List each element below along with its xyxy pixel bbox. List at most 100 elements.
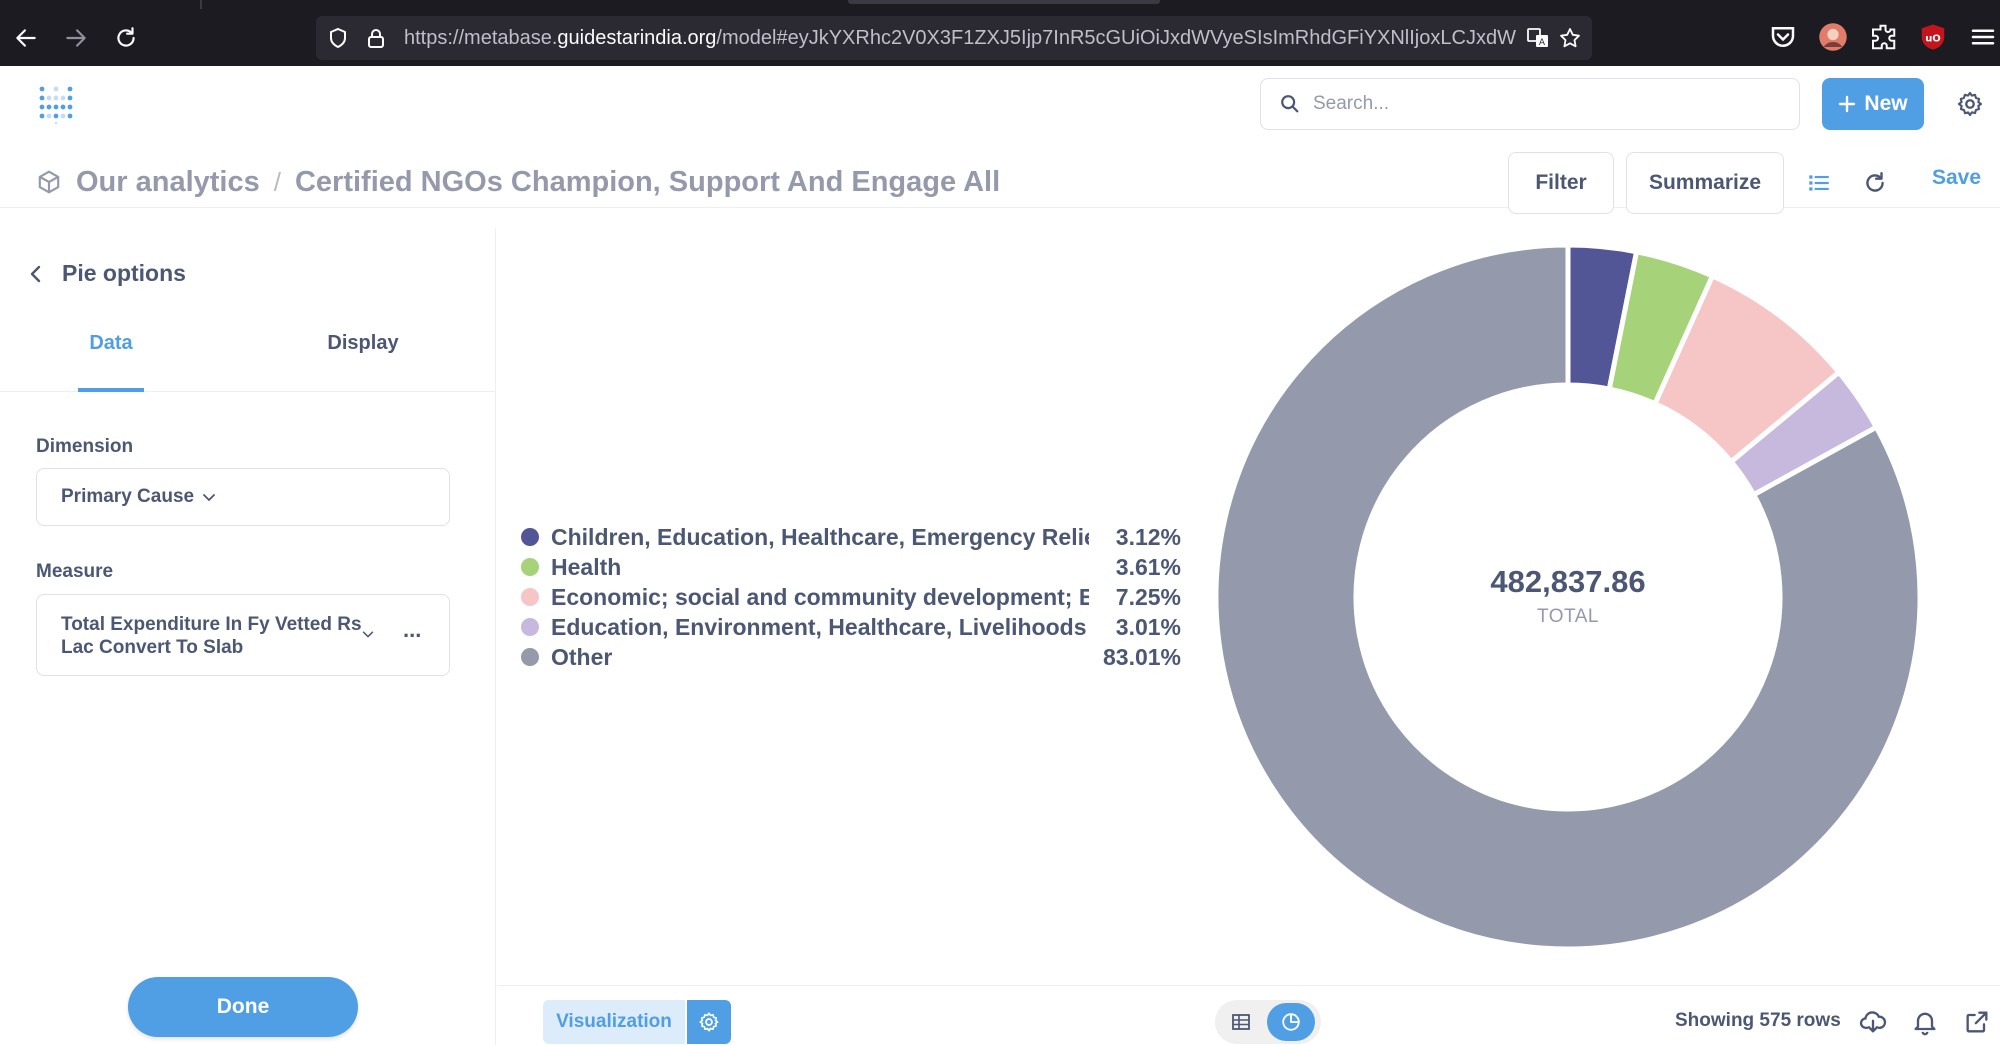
legend-percent: 3.12%	[1115, 523, 1181, 550]
app-header: New Our analytics / Certified NGOs Champ…	[0, 66, 2000, 214]
translate-icon[interactable]: A	[1526, 26, 1550, 50]
page-title[interactable]: Certified NGOs Champion, Support And Eng…	[294, 165, 1001, 198]
visualization-area: Children, Education, Healthcare, Emergen…	[497, 228, 2000, 985]
legend-swatch	[521, 528, 539, 546]
pie-chart-svg	[1213, 242, 1923, 952]
tab-display-label: Display	[327, 332, 399, 354]
sidebar-tabs: Data Display	[0, 332, 496, 392]
legend-percent: 3.61%	[1115, 553, 1181, 580]
browser-toolbar: https://metabase.guidestarindia.org/mode…	[0, 0, 2000, 66]
dimension-label: Dimension	[36, 436, 134, 457]
done-button-label: Done	[216, 995, 270, 1018]
plus-icon	[1839, 95, 1856, 113]
dimension-select[interactable]: Primary Cause	[36, 468, 450, 526]
query-footer: Visualization Showing 575 rows	[497, 985, 2000, 1045]
measure-more-button[interactable]: ...	[403, 617, 422, 642]
breadcrumb-collection-link[interactable]: Our analytics	[76, 165, 260, 198]
legend-item[interactable]: Other 83.01%	[521, 642, 1181, 672]
measure-select-value-line2: Lac Convert To Slab	[61, 637, 244, 658]
legend-swatch	[521, 648, 539, 666]
profile-icon[interactable]	[1818, 22, 1848, 52]
ublock-icon[interactable]: uO	[1918, 22, 1948, 52]
breadcrumb-separator: /	[273, 166, 281, 197]
chevron-down-icon	[362, 631, 374, 638]
dimension-select-value: Primary Cause	[61, 486, 195, 507]
search-icon	[1281, 95, 1299, 113]
visualization-button[interactable]: Visualization	[543, 1000, 685, 1044]
pocket-icon[interactable]	[1768, 22, 1798, 52]
sidebar-title: Pie options	[62, 260, 186, 286]
filter-button-label: Filter	[1535, 171, 1587, 194]
new-button[interactable]: New	[1822, 78, 1924, 130]
bell-icon[interactable]	[1911, 1008, 1939, 1036]
download-icon[interactable]	[1859, 1008, 1887, 1036]
search-input[interactable]	[1313, 79, 1783, 129]
menu-icon[interactable]	[1968, 22, 1998, 52]
svg-text:A: A	[1539, 38, 1546, 48]
extensions-icon[interactable]	[1868, 22, 1898, 52]
measure-select[interactable]: Total Expenditure In Fy Vetted Rs Lac Co…	[36, 594, 450, 676]
lock-icon[interactable]	[364, 26, 388, 50]
gear-icon	[699, 1012, 719, 1032]
summarize-button-label: Summarize	[1648, 171, 1762, 194]
star-icon[interactable]	[1558, 26, 1582, 50]
metabase-logo-icon[interactable]	[36, 84, 76, 124]
external-link-icon[interactable]	[1963, 1008, 1991, 1036]
chart-view-toggle[interactable]	[1267, 1003, 1315, 1041]
url-prefix: https://metabase.	[404, 27, 558, 49]
url-host: guidestarindia.org	[557, 27, 717, 49]
refresh-icon[interactable]	[1862, 170, 1888, 196]
measure-select-value-line1: Total Expenditure In Fy Vetted Rs	[61, 614, 362, 635]
done-button[interactable]: Done	[128, 977, 358, 1037]
legend-item[interactable]: Health 3.61%	[521, 552, 1181, 582]
chevron-down-icon	[203, 494, 215, 501]
forward-arrow-icon[interactable]	[58, 20, 94, 56]
visualization-button-label: Visualization	[556, 1011, 672, 1032]
table-chart-toggle	[1215, 1000, 1321, 1044]
reload-icon[interactable]	[108, 20, 144, 56]
pie-slice-4[interactable]	[1213, 242, 1923, 952]
measure-label: Measure	[36, 561, 114, 582]
url-path: /model#eyJkYXRhc2V0X3F1ZXJ5Ijp7InR5cGUiO…	[716, 27, 1516, 49]
url-text[interactable]: https://metabase.guidestarindia.org/mode…	[404, 16, 1524, 60]
chevron-left-icon	[30, 265, 41, 282]
svg-text:uO: uO	[1925, 33, 1941, 44]
pie-options-sidebar: Pie options Data Display Dimension Prima…	[0, 228, 496, 1045]
legend-label: Economic; social and community developme…	[551, 583, 1089, 610]
bullet-list-icon[interactable]	[1806, 170, 1832, 196]
tab-display[interactable]: Display	[310, 332, 416, 392]
gear-icon[interactable]	[1956, 90, 1984, 118]
legend-label: Other	[551, 643, 613, 670]
filter-button[interactable]: Filter	[1508, 152, 1614, 214]
legend-item[interactable]: Children, Education, Healthcare, Emergen…	[521, 522, 1181, 552]
save-button[interactable]: Save	[1932, 166, 1982, 189]
active-tab-indicator	[848, 0, 1160, 4]
pie-total-label: TOTAL	[1537, 606, 1599, 627]
table-view-toggle[interactable]	[1227, 1008, 1255, 1036]
visualization-settings-button[interactable]	[687, 1000, 731, 1044]
tab-separator	[200, 0, 202, 9]
summarize-button[interactable]: Summarize	[1626, 152, 1784, 214]
legend-label: Education, Environment, Healthcare, Live…	[551, 613, 1087, 640]
legend-swatch	[521, 618, 539, 636]
legend-label: Health	[551, 553, 622, 580]
legend-percent: 83.01%	[1102, 643, 1181, 670]
legend-swatch	[521, 588, 539, 606]
legend-item[interactable]: Education, Environment, Healthcare, Live…	[521, 612, 1181, 642]
pie-chart	[1213, 242, 1923, 952]
pie-total-value: 482,837.86	[1490, 564, 1646, 599]
pie-options-back-button[interactable]: Pie options	[26, 260, 186, 287]
search-box[interactable]	[1260, 78, 1800, 130]
url-bar[interactable]: https://metabase.guidestarindia.org/mode…	[316, 16, 1592, 60]
chart-legend: Children, Education, Healthcare, Emergen…	[521, 522, 1181, 672]
shield-icon[interactable]	[326, 26, 350, 50]
tab-data[interactable]: Data	[78, 332, 144, 392]
legend-percent: 7.25%	[1115, 583, 1181, 610]
legend-item[interactable]: Economic; social and community developme…	[521, 582, 1181, 612]
pie-icon	[1282, 1013, 1300, 1031]
tab-data-label: Data	[89, 332, 133, 354]
back-arrow-icon[interactable]	[8, 20, 44, 56]
legend-label: Children, Education, Healthcare, Emergen…	[551, 523, 1089, 550]
model-cube-icon	[38, 170, 60, 194]
row-count: Showing 575 rows	[1675, 1010, 1841, 1031]
